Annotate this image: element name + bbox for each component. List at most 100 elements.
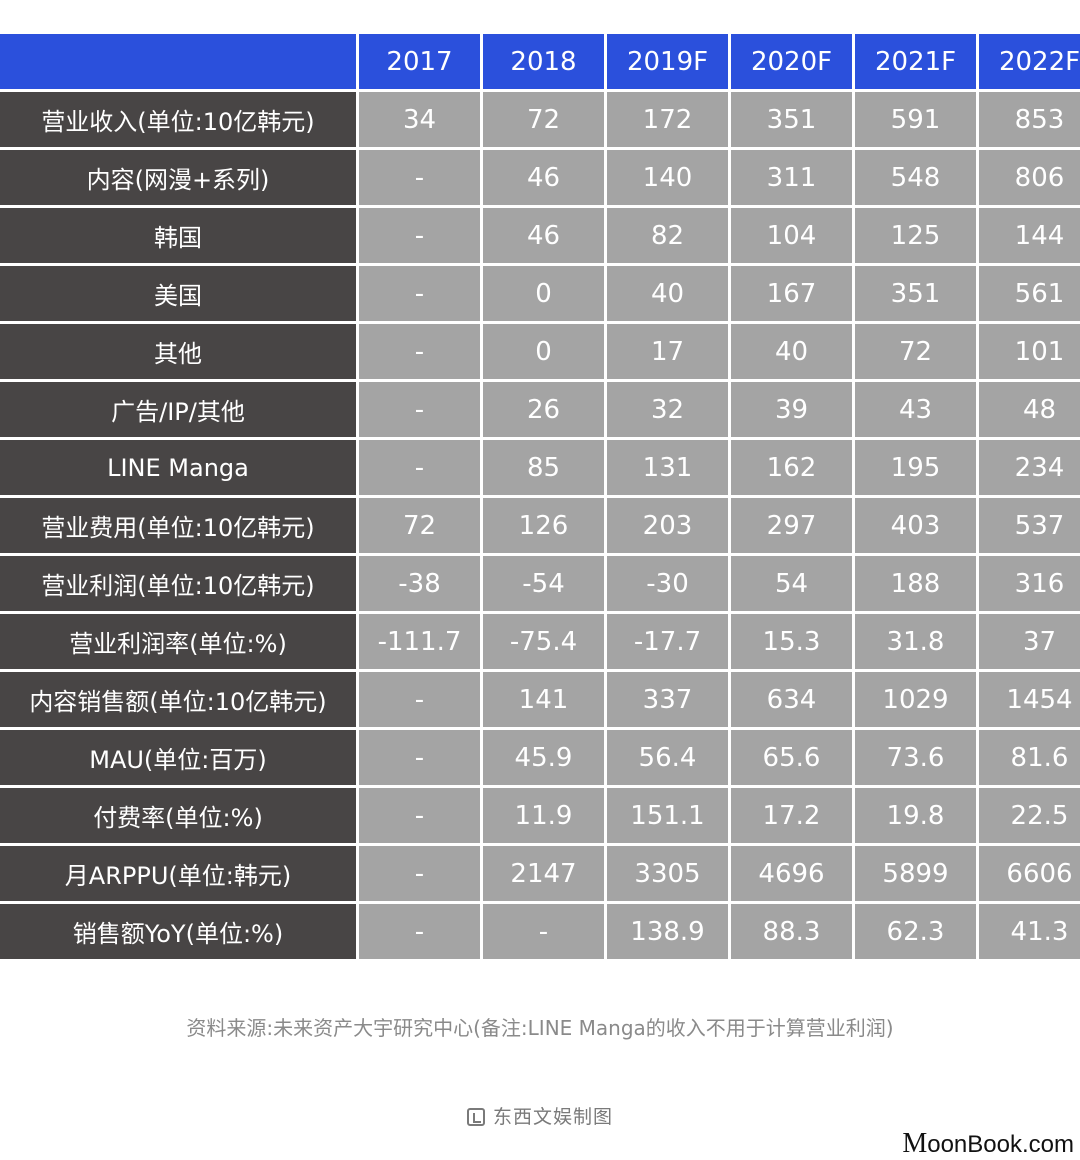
table-cell: 22.5 xyxy=(979,788,1080,843)
table-cell: 40 xyxy=(731,324,852,379)
table-cell: 167 xyxy=(731,266,852,321)
row-label: 付费率(单位:%) xyxy=(0,788,356,843)
table-cell: 54 xyxy=(731,556,852,611)
table-cell: - xyxy=(359,324,480,379)
table-cell: 351 xyxy=(855,266,976,321)
table-cell: 2147 xyxy=(483,846,604,901)
table-cell: -111.7 xyxy=(359,614,480,669)
table-row: 广告/IP/其他 -26 32 39 43 48 xyxy=(0,382,1080,437)
row-label: 月ARPPU(单位:韩元) xyxy=(0,846,356,901)
table-cell: - xyxy=(359,382,480,437)
row-label: 营业收入(单位:10亿韩元) xyxy=(0,92,356,147)
table-cell: 234 xyxy=(979,440,1080,495)
table-cell: 88.3 xyxy=(731,904,852,959)
column-header: 2021F xyxy=(855,34,976,89)
table-cell: 561 xyxy=(979,266,1080,321)
table-cell: - xyxy=(359,672,480,727)
table-cell: 46 xyxy=(483,208,604,263)
table-cell: - xyxy=(359,150,480,205)
table-cell: 188 xyxy=(855,556,976,611)
table-cell: 203 xyxy=(607,498,728,553)
watermark: MoonBook.com xyxy=(902,1128,1074,1160)
table-cell: 125 xyxy=(855,208,976,263)
row-label: 营业利润率(单位:%) xyxy=(0,614,356,669)
row-label: 内容销售额(单位:10亿韩元) xyxy=(0,672,356,727)
table-cell: 46 xyxy=(483,150,604,205)
watermark-initial: M xyxy=(902,1128,928,1159)
table-cell: - xyxy=(359,846,480,901)
table-cell: 0 xyxy=(483,266,604,321)
table-cell: - xyxy=(359,788,480,843)
table-cell: 1454 xyxy=(979,672,1080,727)
table-cell: 151.1 xyxy=(607,788,728,843)
table-cell: - xyxy=(359,904,480,959)
table-cell: -17.7 xyxy=(607,614,728,669)
table-cell: 806 xyxy=(979,150,1080,205)
table-cell: 140 xyxy=(607,150,728,205)
credit-text: 东西文娱制图 xyxy=(492,1106,613,1128)
table-cell: 172 xyxy=(607,92,728,147)
column-header: 2020F xyxy=(731,34,852,89)
table-cell: 45.9 xyxy=(483,730,604,785)
table-cell: 126 xyxy=(483,498,604,553)
table-body: 营业收入(单位:10亿韩元) 34 72 172 351 591 853 内容(网漫+系列) -… xyxy=(0,92,1080,959)
table-cell: 31.8 xyxy=(855,614,976,669)
table-cell: 297 xyxy=(731,498,852,553)
row-label: LINE Manga xyxy=(0,440,356,495)
table-cell: 34 xyxy=(359,92,480,147)
table-cell: 403 xyxy=(855,498,976,553)
table-cell: 195 xyxy=(855,440,976,495)
table-cell: 351 xyxy=(731,92,852,147)
watermark-text: oonBook.com xyxy=(927,1131,1074,1158)
table-cell: - xyxy=(483,904,604,959)
table-cell: 19.8 xyxy=(855,788,976,843)
table-row: LINE Manga -85 131 162 195 234 xyxy=(0,440,1080,495)
table-row: 其他 -0 17 40 72 101 xyxy=(0,324,1080,379)
table-cell: - xyxy=(359,208,480,263)
table-cell: 337 xyxy=(607,672,728,727)
source-note: 资料来源:未来资产大宇研究中心(备注:LINE Manga的收入不用于计算营业利… xyxy=(186,1016,894,1040)
table-cell: 43 xyxy=(855,382,976,437)
table-cell: 85 xyxy=(483,440,604,495)
row-label: 广告/IP/其他 xyxy=(0,382,356,437)
row-label: 内容(网漫+系列) xyxy=(0,150,356,205)
table-cell: 548 xyxy=(855,150,976,205)
table-cell: 81.6 xyxy=(979,730,1080,785)
table-cell: 82 xyxy=(607,208,728,263)
table-cell: 40 xyxy=(607,266,728,321)
table-cell: 62.3 xyxy=(855,904,976,959)
table-cell: 1029 xyxy=(855,672,976,727)
brand-logo-icon xyxy=(466,1108,485,1126)
data-table-container: 2017 2018 2019F 2020F 2021F 2022F 营业收入(单… xyxy=(0,31,1080,962)
table-cell: 537 xyxy=(979,498,1080,553)
table-cell: -75.4 xyxy=(483,614,604,669)
table-cell: 48 xyxy=(979,382,1080,437)
table-cell: 17.2 xyxy=(731,788,852,843)
table-cell: 0 xyxy=(483,324,604,379)
table-cell: 32 xyxy=(607,382,728,437)
column-header: 2022F xyxy=(979,34,1080,89)
table-cell: 138.9 xyxy=(607,904,728,959)
table-row: 营业利润率(单位:%) -111.7 -75.4 -17.7 15.3 31.8 37 xyxy=(0,614,1080,669)
table-cell: 73.6 xyxy=(855,730,976,785)
table-cell: 26 xyxy=(483,382,604,437)
table-row: 营业利润(单位:10亿韩元) -38 -54 -30 54 188 316 xyxy=(0,556,1080,611)
table-cell: 141 xyxy=(483,672,604,727)
credit-line: 东西文娱制图 xyxy=(0,1102,1080,1129)
table-cell: 37 xyxy=(979,614,1080,669)
table-cell: 72 xyxy=(483,92,604,147)
table-cell: 11.9 xyxy=(483,788,604,843)
table-row: 韩国 -46 82 104 125 144 xyxy=(0,208,1080,263)
table-cell: 311 xyxy=(731,150,852,205)
table-row: 内容(网漫+系列) -46 140 311 548 806 xyxy=(0,150,1080,205)
row-label: 美国 xyxy=(0,266,356,321)
table-cell: - xyxy=(359,266,480,321)
table-row: 营业费用(单位:10亿韩元) 72 126 203 297 403 537 xyxy=(0,498,1080,553)
row-label: 销售额YoY(单位:%) xyxy=(0,904,356,959)
table-cell: 72 xyxy=(855,324,976,379)
column-header: 2017 xyxy=(359,34,480,89)
column-header: 2018 xyxy=(483,34,604,89)
table-cell: 634 xyxy=(731,672,852,727)
table-cell: 5899 xyxy=(855,846,976,901)
table-cell: -30 xyxy=(607,556,728,611)
